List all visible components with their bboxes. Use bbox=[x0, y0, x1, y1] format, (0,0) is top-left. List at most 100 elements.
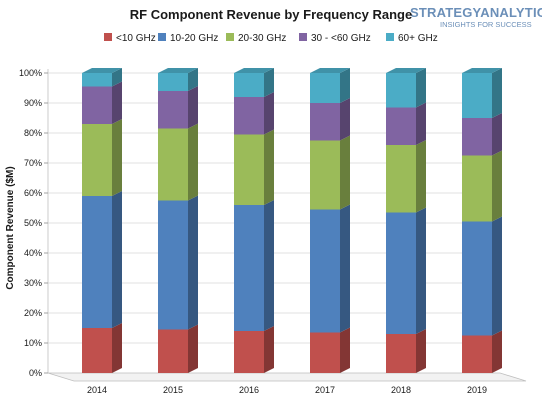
bar-segment bbox=[82, 323, 122, 373]
bar-front bbox=[462, 118, 492, 156]
bar-segment bbox=[386, 329, 426, 373]
bar-side bbox=[416, 68, 426, 108]
bar-segment bbox=[310, 204, 350, 333]
bar-front bbox=[82, 124, 112, 196]
bar-side bbox=[264, 68, 274, 97]
y-axis-label: Component Revenue ($M) bbox=[5, 166, 16, 289]
bar-segment bbox=[462, 68, 502, 118]
bar-side bbox=[264, 129, 274, 205]
bar-front bbox=[462, 221, 492, 336]
bar-front bbox=[386, 107, 416, 145]
bar-front bbox=[462, 155, 492, 222]
legend-item: 30 - <60 GHz bbox=[299, 33, 371, 44]
bar-segment bbox=[82, 191, 122, 328]
bar-segment bbox=[234, 326, 274, 373]
legend-label: <10 GHz bbox=[116, 33, 156, 44]
bar-side bbox=[492, 150, 502, 222]
legend-swatch bbox=[386, 33, 394, 41]
bar-stack-2014 bbox=[82, 68, 122, 373]
bar-segment bbox=[82, 119, 122, 196]
legend-item: <10 GHz bbox=[104, 33, 156, 44]
brand-name: STRATEGYANALYTICS bbox=[410, 5, 542, 20]
bar-side bbox=[188, 86, 198, 129]
y-tick-label: 80% bbox=[24, 128, 42, 138]
bar-side bbox=[340, 327, 350, 373]
legend-swatch bbox=[158, 33, 166, 41]
bar-front bbox=[158, 91, 188, 129]
legend-swatch bbox=[226, 33, 234, 41]
bar-segment bbox=[386, 207, 426, 334]
bar-front bbox=[386, 145, 416, 213]
bar-top bbox=[462, 68, 502, 73]
bar-stack-2016 bbox=[234, 68, 274, 373]
bar-side bbox=[264, 92, 274, 135]
bar-segment bbox=[158, 86, 198, 129]
bar-side bbox=[188, 195, 198, 330]
bar-front bbox=[234, 205, 264, 331]
bar-side bbox=[340, 98, 350, 141]
legend-item: 10-20 GHz bbox=[158, 33, 218, 44]
bar-top bbox=[158, 68, 198, 73]
chart-title: RF Component Revenue by Frequency Range bbox=[130, 7, 412, 22]
y-tick-label: 30% bbox=[24, 278, 42, 288]
bar-side bbox=[188, 123, 198, 201]
legend-swatch bbox=[104, 33, 112, 41]
y-tick-label: 70% bbox=[24, 158, 42, 168]
bar-front bbox=[386, 212, 416, 334]
bar-segment bbox=[82, 68, 122, 87]
bar-segment bbox=[158, 195, 198, 330]
bar-front bbox=[82, 86, 112, 124]
plot-floor bbox=[47, 69, 527, 382]
bar-segment bbox=[386, 68, 426, 108]
bar-front bbox=[462, 335, 492, 373]
bar-front bbox=[310, 140, 340, 210]
bar-side bbox=[416, 140, 426, 213]
bar-segment bbox=[158, 68, 198, 91]
legend-swatch bbox=[299, 33, 307, 41]
bar-segment bbox=[310, 135, 350, 210]
bar-front bbox=[158, 200, 188, 330]
brand-tagline: INSIGHTS FOR SUCCESS bbox=[440, 20, 532, 29]
bar-side bbox=[264, 200, 274, 331]
legend-label: 60+ GHz bbox=[398, 33, 438, 44]
bar-side bbox=[264, 326, 274, 373]
bar-top bbox=[82, 68, 122, 73]
bar-stack-2018 bbox=[386, 68, 426, 373]
y-tick-label: 0% bbox=[29, 368, 42, 378]
bar-front bbox=[158, 128, 188, 201]
bar-side bbox=[416, 329, 426, 373]
x-tick-label: 2017 bbox=[315, 385, 335, 395]
bar-top bbox=[234, 68, 274, 73]
bar-segment bbox=[234, 200, 274, 331]
bar-segment bbox=[234, 92, 274, 135]
legend-label: 30 - <60 GHz bbox=[311, 33, 371, 44]
legend-item: 20-30 GHz bbox=[226, 33, 286, 44]
bar-front bbox=[310, 73, 340, 103]
legend-item: 60+ GHz bbox=[386, 33, 438, 44]
y-tick-label: 90% bbox=[24, 98, 42, 108]
bar-segment bbox=[310, 327, 350, 373]
legend: <10 GHz 10-20 GHz 20-30 GHz 30 - <60 GHz 60+… bbox=[104, 33, 438, 44]
y-tick-label: 100% bbox=[19, 68, 42, 78]
bar-side bbox=[112, 323, 122, 373]
bar-segment bbox=[462, 150, 502, 222]
bar-top bbox=[310, 68, 350, 73]
bar-segment bbox=[462, 113, 502, 156]
bar-front bbox=[82, 196, 112, 328]
y-tick-label: 50% bbox=[24, 218, 42, 228]
bar-side bbox=[416, 207, 426, 334]
bar-top bbox=[386, 68, 426, 73]
legend-label: 20-30 GHz bbox=[238, 33, 286, 44]
x-tick-label: 2014 bbox=[87, 385, 107, 395]
y-tick-label: 20% bbox=[24, 308, 42, 318]
bar-front bbox=[82, 328, 112, 373]
x-tick-label: 2019 bbox=[467, 385, 487, 395]
bar-front bbox=[310, 209, 340, 333]
bar-segment bbox=[386, 140, 426, 213]
bar-side bbox=[340, 135, 350, 210]
bar-front bbox=[310, 332, 340, 373]
bar-side bbox=[112, 119, 122, 196]
bar-side bbox=[492, 216, 502, 336]
y-tick-label: 60% bbox=[24, 188, 42, 198]
